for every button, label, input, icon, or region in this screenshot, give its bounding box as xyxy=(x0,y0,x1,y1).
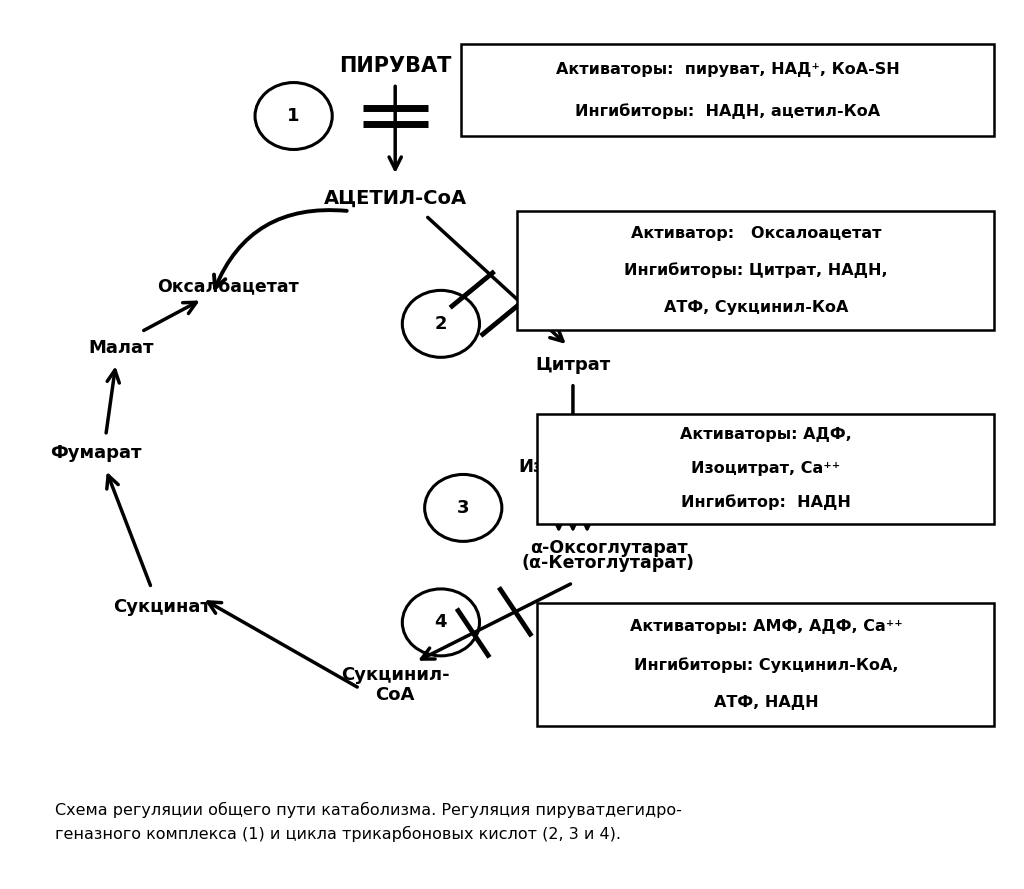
Text: Активаторы: АМФ, АДФ, Ca⁺⁺: Активаторы: АМФ, АДФ, Ca⁺⁺ xyxy=(630,619,902,634)
Text: Цитрат: Цитрат xyxy=(536,356,610,374)
Text: Активатор:   Оксалоацетат: Активатор: Оксалоацетат xyxy=(631,227,881,242)
FancyBboxPatch shape xyxy=(461,44,994,136)
Text: Сукцинил-: Сукцинил- xyxy=(341,666,450,685)
FancyArrowPatch shape xyxy=(214,210,347,288)
Text: ПИРУВАТ: ПИРУВАТ xyxy=(339,56,452,76)
Text: 1: 1 xyxy=(288,107,300,125)
Text: АЦЕТИЛ-СоА: АЦЕТИЛ-СоА xyxy=(324,188,467,207)
Text: АТФ, Сукцинил-КоА: АТФ, Сукцинил-КоА xyxy=(664,300,848,315)
Text: Малат: Малат xyxy=(88,339,154,356)
Text: Схема регуляции общего пути катаболизма. Регуляция пируватдегидро-: Схема регуляции общего пути катаболизма.… xyxy=(55,802,682,818)
Text: Активаторы:  пируват, НАД⁺, КоА-SH: Активаторы: пируват, НАД⁺, КоА-SH xyxy=(556,61,900,76)
Text: Ингибиторы: Цитрат, НАДН,: Ингибиторы: Цитрат, НАДН, xyxy=(624,263,888,278)
Text: Активаторы: АДФ,: Активаторы: АДФ, xyxy=(680,428,852,443)
FancyBboxPatch shape xyxy=(538,603,994,726)
Text: Изоцитрат, Ca⁺⁺: Изоцитрат, Ca⁺⁺ xyxy=(691,461,841,477)
Text: Изоцитрат: Изоцитрат xyxy=(518,458,628,476)
Text: Оксалоацетат: Оксалоацетат xyxy=(157,277,298,295)
Text: АТФ, НАДН: АТФ, НАДН xyxy=(714,695,818,710)
Text: Фумарат: Фумарат xyxy=(50,444,141,462)
Text: СоА: СоА xyxy=(376,685,415,703)
Text: 3: 3 xyxy=(457,499,469,517)
FancyBboxPatch shape xyxy=(517,211,994,330)
FancyBboxPatch shape xyxy=(538,413,994,524)
Text: Ингибиторы:  НАДН, ацетил-КоА: Ингибиторы: НАДН, ацетил-КоА xyxy=(575,103,881,119)
Text: Ингибитор:  НАДН: Ингибитор: НАДН xyxy=(681,494,851,510)
Text: 4: 4 xyxy=(434,613,447,631)
Text: геназного комплекса (1) и цикла трикарбоновых кислот (2, 3 и 4).: геназного комплекса (1) и цикла трикарбо… xyxy=(55,826,621,842)
Text: (α-Кетоглутарат): (α-Кетоглутарат) xyxy=(522,555,695,573)
Text: 2: 2 xyxy=(434,315,447,332)
Text: α-Оксоглутарат: α-Оксоглутарат xyxy=(529,539,687,557)
Text: Сукцинат: Сукцинат xyxy=(113,598,211,616)
Text: Ингибиторы: Сукцинил-КоА,: Ингибиторы: Сукцинил-КоА, xyxy=(634,657,898,673)
